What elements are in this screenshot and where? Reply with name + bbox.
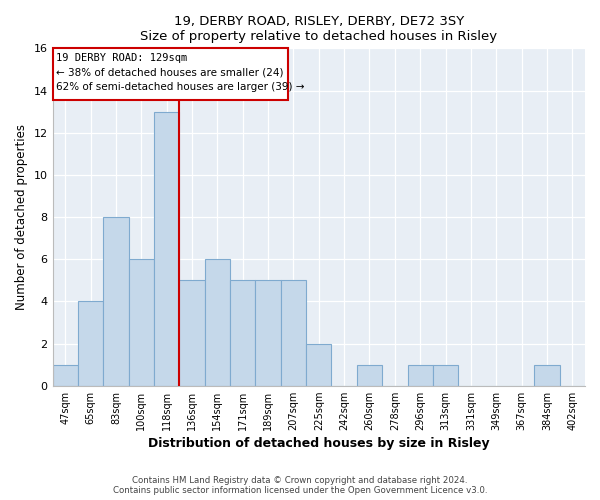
Bar — [256, 280, 281, 386]
Bar — [179, 280, 205, 386]
Bar — [407, 364, 433, 386]
Bar — [534, 364, 560, 386]
Bar — [281, 280, 306, 386]
Bar — [230, 280, 256, 386]
Text: 19 DERBY ROAD: 129sqm: 19 DERBY ROAD: 129sqm — [56, 53, 188, 63]
Bar — [128, 259, 154, 386]
Y-axis label: Number of detached properties: Number of detached properties — [15, 124, 28, 310]
Bar — [53, 364, 78, 386]
Bar — [357, 364, 382, 386]
Bar — [433, 364, 458, 386]
Text: ← 38% of detached houses are smaller (24): ← 38% of detached houses are smaller (24… — [56, 68, 284, 78]
Title: 19, DERBY ROAD, RISLEY, DERBY, DE72 3SY
Size of property relative to detached ho: 19, DERBY ROAD, RISLEY, DERBY, DE72 3SY … — [140, 15, 497, 43]
X-axis label: Distribution of detached houses by size in Risley: Distribution of detached houses by size … — [148, 437, 490, 450]
Text: 62% of semi-detached houses are larger (39) →: 62% of semi-detached houses are larger (… — [56, 82, 305, 92]
Text: Contains HM Land Registry data © Crown copyright and database right 2024.
Contai: Contains HM Land Registry data © Crown c… — [113, 476, 487, 495]
Bar — [154, 112, 179, 386]
Bar — [306, 344, 331, 386]
Bar — [205, 259, 230, 386]
FancyBboxPatch shape — [53, 48, 289, 100]
Bar — [78, 302, 103, 386]
Bar — [103, 217, 128, 386]
